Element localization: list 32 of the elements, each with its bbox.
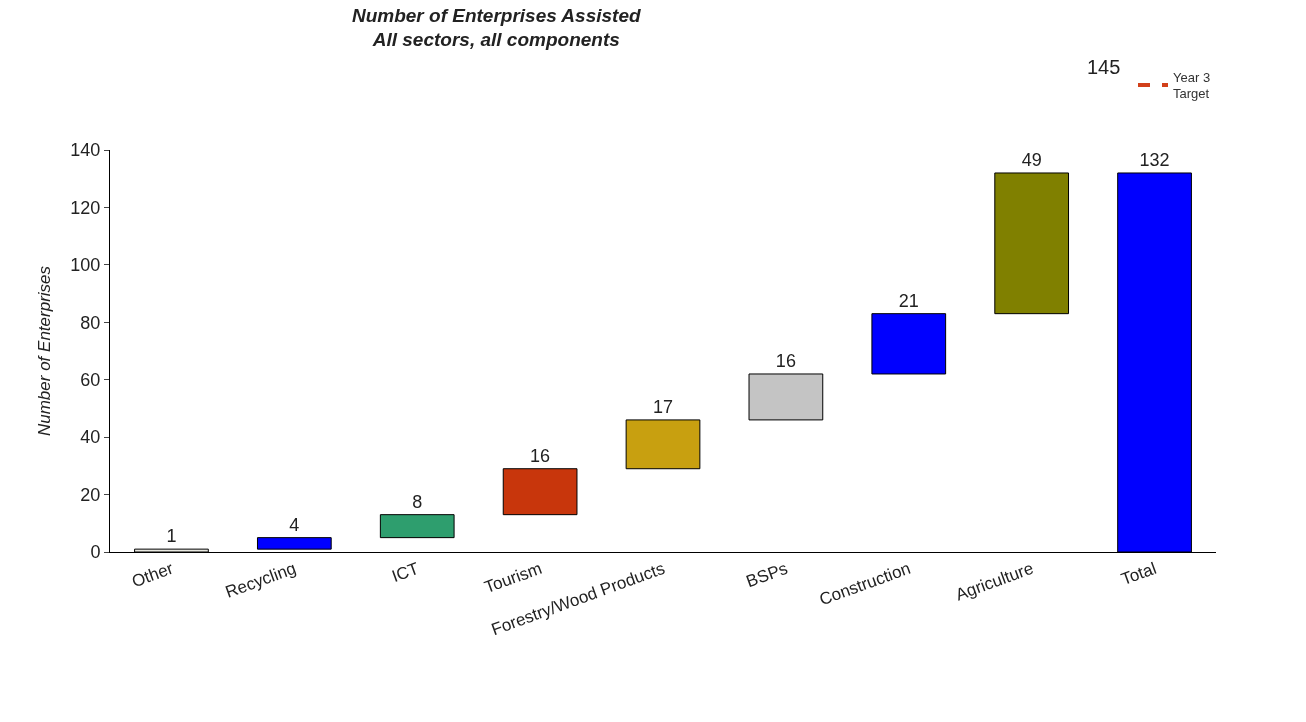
text: 145 <box>1087 56 1121 78</box>
x-tick-label: Other <box>129 558 177 592</box>
y-axis-title: Number of Enterprises <box>34 265 54 437</box>
x-tick-label: Total <box>1118 558 1159 589</box>
chart-title: Number of Enterprises Assisted All sectors, all components <box>351 4 641 51</box>
data-label: 21 <box>898 290 919 311</box>
data-label: 4 <box>289 514 300 535</box>
data-label: 16 <box>530 445 551 466</box>
y-tick-label: 120 <box>70 197 101 218</box>
bar <box>502 468 578 516</box>
x-tick-label: ICT <box>389 558 422 587</box>
data-label: 1 <box>166 526 177 547</box>
bar <box>994 172 1070 315</box>
bar <box>625 419 701 470</box>
y-tick-label: 60 <box>80 370 101 391</box>
y-tick-label: 40 <box>80 427 101 448</box>
data-label: 17 <box>652 396 674 417</box>
data-label: 49 <box>1021 149 1042 170</box>
bar <box>748 373 824 421</box>
data-label: 8 <box>412 491 423 512</box>
x-tick-label: BSPs <box>743 558 791 592</box>
data-label: 16 <box>775 350 796 371</box>
y-tick-label: 20 <box>80 484 101 505</box>
y-tick-label: 140 <box>70 140 101 161</box>
bar <box>379 514 455 539</box>
y-tick-label: 80 <box>80 312 101 333</box>
legend-label: Year 3 Target <box>1173 69 1211 102</box>
y-tick-label: 100 <box>70 255 101 276</box>
data-label: 132 <box>1139 149 1170 170</box>
bar <box>256 537 332 550</box>
y-tick-label: 0 <box>90 542 101 563</box>
bar <box>871 313 947 375</box>
